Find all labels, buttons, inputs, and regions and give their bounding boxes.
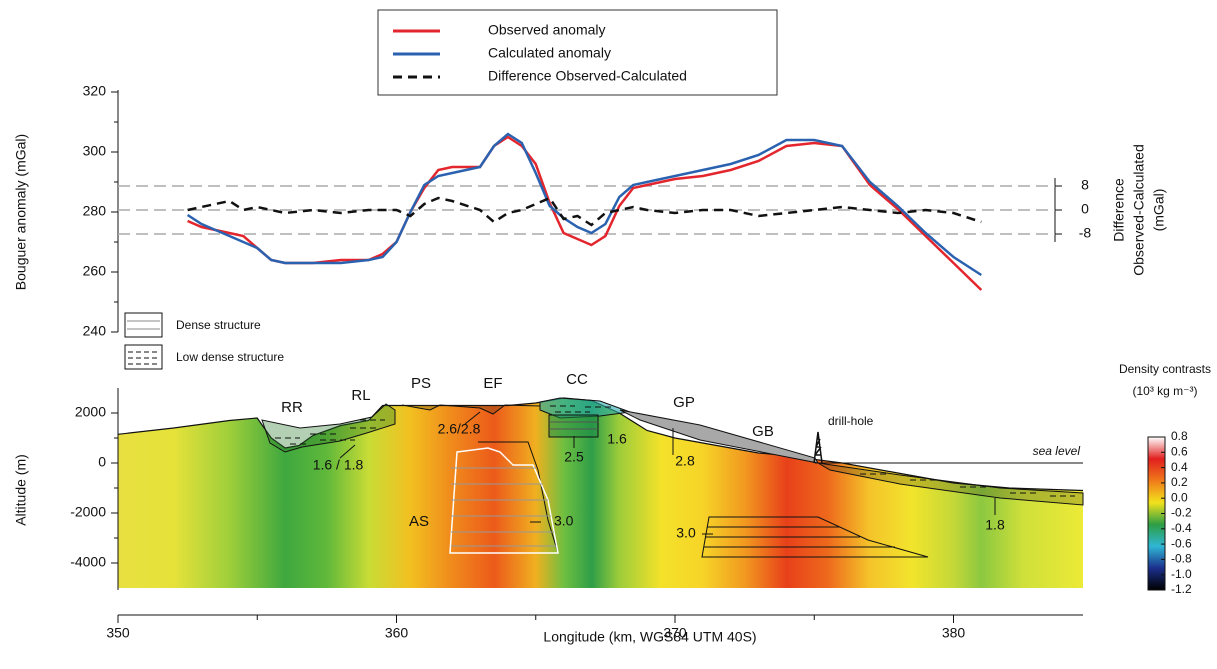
series-line — [186, 132, 982, 277]
y-axis-title: Altitude (m) — [13, 454, 29, 526]
legend-low-dense-box — [124, 344, 163, 370]
low-dense-cc — [539, 397, 631, 419]
dense-gb-lines — [704, 526, 895, 548]
annotations: RR RL PS EF CC GP GB AS drill-hole sea l… — [281, 371, 1080, 541]
legend-label: Low dense structure — [176, 350, 284, 364]
dense-as-lines — [451, 467, 556, 547]
low-dense-wedge-hatch — [860, 473, 1075, 497]
colorbar-tick-label: 0.0 — [1171, 490, 1188, 504]
annotation: RL — [351, 387, 370, 404]
legend-label: Dense structure — [176, 318, 261, 332]
annotation: 2.8 — [675, 453, 695, 469]
low-dense-hatch — [275, 419, 385, 445]
legend-dense-lines — [127, 320, 160, 330]
x-tick-label: 380 — [942, 625, 966, 641]
annotation: GP — [673, 394, 695, 411]
dense-as — [449, 447, 559, 554]
annotation: 1.8 — [985, 517, 1005, 533]
dense-as-outline — [478, 441, 559, 554]
density-field — [118, 398, 1083, 588]
dense-cc — [548, 414, 599, 438]
legend-label: Difference Observed-Calculated — [488, 68, 687, 84]
y-tick-label: 300 — [83, 143, 107, 159]
colorbar-tick-label: -0.6 — [1171, 536, 1192, 550]
y-axis-title: Bouguer anomaly (mGal) — [13, 134, 29, 290]
colorbar-tick-label: -1.0 — [1171, 567, 1192, 581]
y-tick-label: 240 — [83, 323, 107, 339]
y-tick-label: -4000 — [70, 554, 106, 570]
x-axis-title: Longitude (km, WGS84 UTM 40S) — [543, 629, 756, 645]
structure-legend — [124, 312, 163, 370]
colorbar-tick-label: -0.2 — [1171, 506, 1192, 520]
y-tick-label: 260 — [83, 263, 107, 279]
colorbar-tick-label: -0.8 — [1171, 552, 1192, 566]
legend-low-dense-lines — [128, 351, 158, 365]
annotation: 2.6/2.8 — [438, 421, 481, 437]
annotation: GB — [752, 423, 774, 440]
legend-label: Calculated anomaly — [488, 45, 611, 61]
x-tick-label: 370 — [663, 625, 687, 641]
series-line — [187, 196, 982, 227]
y-tick-label: 280 — [83, 203, 107, 219]
annotation: CC — [566, 371, 588, 388]
annotation: sea level — [1033, 444, 1081, 458]
annotation: 3.0 — [676, 525, 696, 541]
y-tick-label: -2000 — [70, 504, 106, 520]
x-tick-label: 360 — [385, 625, 409, 641]
annotation: PS — [411, 375, 431, 392]
colorbar-tick-label: 0.6 — [1171, 444, 1188, 458]
arrows — [339, 411, 996, 535]
annotation: 1.6 — [607, 431, 627, 447]
colorbar-title: Density contrasts — [1119, 362, 1211, 376]
annotation: 2.5 — [564, 449, 584, 465]
y2-tick-label: -8 — [1079, 225, 1092, 241]
legend-label: Observed anomaly — [488, 22, 606, 38]
y-tick-label: 2000 — [75, 404, 106, 420]
low-dense-rr-rl — [261, 403, 396, 453]
annotation: 3.0 — [554, 513, 574, 529]
low-dense-ps-ef — [401, 404, 541, 415]
structures — [261, 397, 1084, 558]
y-tick-label: 320 — [83, 83, 107, 99]
annotation: 1.6 / 1.8 — [313, 457, 364, 473]
y2-axis-title: Observed-Calculated — [1131, 144, 1147, 276]
colorbar-tick-label: 0.8 — [1171, 429, 1188, 443]
y2-axis-title: (mGal) — [1151, 189, 1167, 232]
annotation: RR — [281, 399, 303, 416]
annotation: EF — [483, 375, 502, 392]
series-line — [187, 135, 983, 291]
y2-tick-label: 8 — [1081, 177, 1089, 193]
y2-axis-title: Difference — [1111, 178, 1127, 242]
drill-hole — [813, 431, 823, 464]
legend-dense-box — [124, 312, 163, 338]
y2-tick-label: 0 — [1081, 201, 1089, 217]
section-layer — [117, 397, 1084, 588]
dense-cc-lines — [549, 421, 598, 430]
annotation: AS — [409, 513, 429, 530]
low-dense-cc-hatch — [550, 405, 615, 413]
y-tick-label: 0 — [98, 454, 106, 470]
colorbar-unit: (10³ kg m⁻³) — [1132, 384, 1197, 398]
colorbar-tick-label: 0.2 — [1171, 475, 1188, 489]
colorbar-tick-label: -0.4 — [1171, 521, 1192, 535]
legend-box — [377, 9, 778, 96]
dense-gb — [701, 516, 929, 558]
annotation: drill-hole — [828, 414, 874, 428]
x-tick-label: 350 — [106, 625, 130, 641]
colorbar-tick-label: -1.2 — [1171, 582, 1192, 596]
colorbar-tick-label: 0.4 — [1171, 460, 1188, 474]
